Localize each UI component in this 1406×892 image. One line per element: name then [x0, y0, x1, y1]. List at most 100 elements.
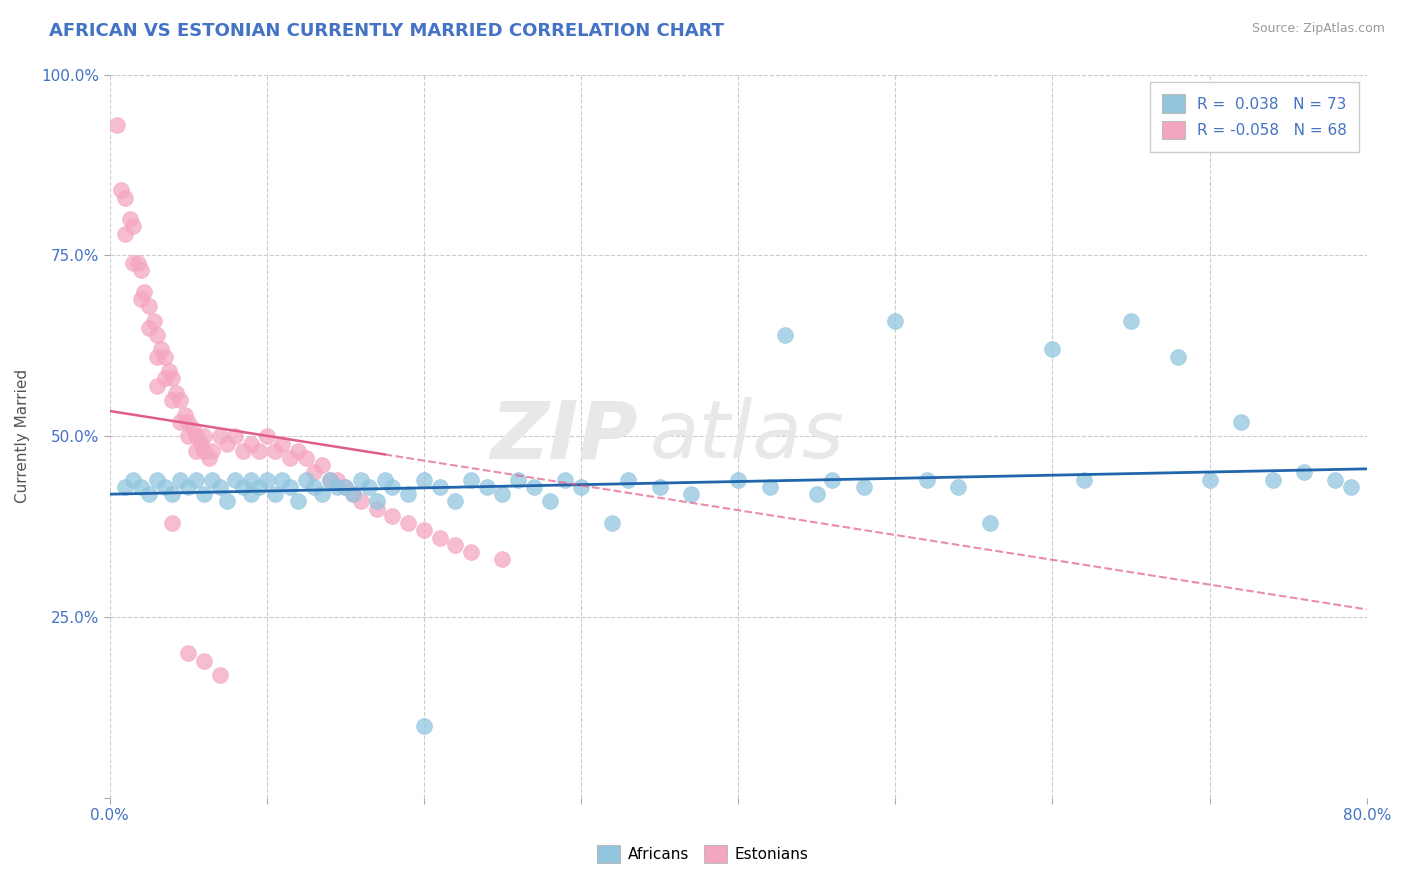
Point [122, 219, 145, 234]
Point [342, 487, 364, 501]
Point [217, 494, 239, 508]
Point [114, 190, 136, 204]
Point [129, 480, 152, 494]
Point [157, 364, 180, 378]
Point [201, 443, 224, 458]
Point [162, 516, 184, 530]
Point [884, 313, 907, 327]
Point [247, 480, 270, 494]
Point [617, 473, 640, 487]
Point [114, 480, 136, 494]
Point [208, 668, 231, 682]
Point [240, 487, 263, 501]
Point [852, 480, 875, 494]
Point [1230, 415, 1253, 429]
Text: Source: ZipAtlas.com: Source: ZipAtlas.com [1251, 22, 1385, 36]
Point [153, 480, 176, 494]
Point [208, 429, 231, 443]
Point [444, 538, 467, 552]
Point [271, 473, 294, 487]
Text: atlas: atlas [650, 397, 845, 475]
Point [263, 443, 285, 458]
Point [145, 473, 167, 487]
Point [679, 487, 702, 501]
Point [174, 408, 197, 422]
Point [271, 436, 294, 450]
Point [727, 473, 749, 487]
Point [295, 473, 318, 487]
Point [475, 480, 498, 494]
Point [491, 552, 513, 566]
Text: ZIP: ZIP [491, 397, 637, 475]
Point [169, 473, 191, 487]
Point [948, 480, 970, 494]
Point [460, 545, 482, 559]
Point [177, 429, 200, 443]
Point [429, 531, 451, 545]
Point [138, 299, 160, 313]
Point [915, 473, 938, 487]
Point [145, 350, 167, 364]
Point [1042, 343, 1064, 357]
Text: AFRICAN VS ESTONIAN CURRENTLY MARRIED CORRELATION CHART: AFRICAN VS ESTONIAN CURRENTLY MARRIED CO… [49, 22, 724, 40]
Point [165, 385, 187, 400]
Point [775, 328, 797, 343]
Point [153, 350, 176, 364]
Point [142, 313, 165, 327]
Point [145, 328, 167, 343]
Point [278, 480, 301, 494]
Point [302, 480, 325, 494]
Point [138, 320, 160, 334]
Point [177, 646, 200, 660]
Point [201, 473, 224, 487]
Point [979, 516, 1001, 530]
Point [150, 343, 173, 357]
Point [1261, 473, 1284, 487]
Point [374, 473, 396, 487]
Point [127, 255, 149, 269]
Point [602, 516, 624, 530]
Point [193, 443, 215, 458]
Point [263, 487, 285, 501]
Point [129, 263, 152, 277]
Point [1198, 473, 1220, 487]
Legend: R =  0.038   N = 73, R = -0.058   N = 68: R = 0.038 N = 73, R = -0.058 N = 68 [1150, 82, 1360, 152]
Point [110, 183, 132, 197]
Point [193, 654, 215, 668]
Point [193, 429, 215, 443]
Point [429, 480, 451, 494]
Point [508, 473, 530, 487]
Point [396, 516, 419, 530]
Point [491, 487, 513, 501]
Point [350, 473, 373, 487]
Point [118, 212, 141, 227]
Point [177, 480, 200, 494]
Point [444, 494, 467, 508]
Point [412, 524, 434, 538]
Point [1073, 473, 1095, 487]
Point [217, 436, 239, 450]
Point [1340, 480, 1362, 494]
Point [554, 473, 576, 487]
Point [287, 494, 309, 508]
Point [162, 487, 184, 501]
Point [357, 480, 380, 494]
Point [1292, 466, 1315, 480]
Point [153, 371, 176, 385]
Legend: Africans, Estonians: Africans, Estonians [585, 832, 821, 875]
Point [538, 494, 561, 508]
Point [169, 393, 191, 408]
Point [318, 473, 340, 487]
Point [114, 227, 136, 241]
Point [232, 443, 254, 458]
Point [132, 285, 155, 299]
Point [122, 473, 145, 487]
Point [1119, 313, 1142, 327]
Point [181, 422, 204, 436]
Point [232, 480, 254, 494]
Point [224, 429, 246, 443]
Point [122, 255, 145, 269]
Point [335, 480, 357, 494]
Point [240, 473, 263, 487]
Y-axis label: Currently Married: Currently Married [15, 369, 30, 503]
